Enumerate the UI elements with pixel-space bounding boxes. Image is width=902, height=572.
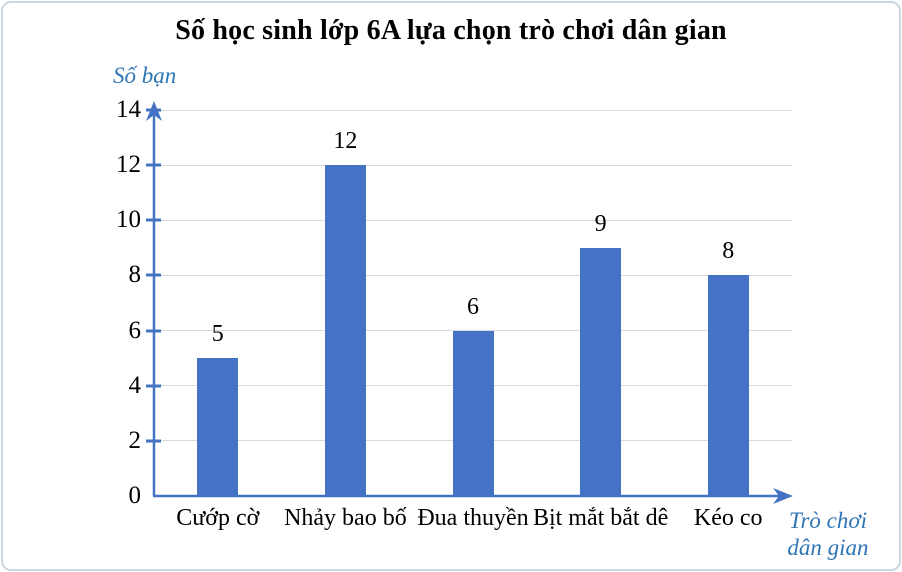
y-axis-title: Số bạn [113, 63, 177, 88]
gridline [154, 219, 792, 221]
x-axis-title: Trò chơi dân gian [787, 508, 869, 561]
bar [324, 165, 366, 495]
bar-value-label: 8 [722, 238, 735, 265]
gridline [154, 109, 792, 111]
y-axis-arrow-icon [146, 101, 162, 121]
bar [580, 247, 622, 495]
y-tick-label: 14 [116, 96, 141, 123]
axes-layer [146, 101, 793, 504]
y-tick-label: 10 [116, 206, 141, 234]
y-tick-label: 12 [116, 151, 141, 179]
bars-layer: 5 Cướp cờ 12 Nhảy bao bố 6 Đua thuyền 9 Bịt mắt… [3, 3, 899, 569]
category-label: Nhảy bao bố [284, 505, 407, 531]
category-label: Đua thuyền [417, 505, 529, 531]
bar [197, 358, 239, 495]
category-label: Bịt mắt bắt dê [532, 505, 669, 531]
y-tick-label: 6 [128, 316, 142, 344]
bar-value-label: 9 [594, 210, 607, 237]
category-label: Kéo co [693, 505, 763, 531]
category-label: Cướp cờ [176, 505, 260, 531]
bar [452, 330, 494, 495]
x-axis-arrow-icon [773, 488, 793, 504]
y-tick-label: 0 [128, 482, 142, 509]
gridline [154, 274, 792, 276]
y-tick-label: 4 [128, 371, 142, 399]
chart-title: Số học sinh lớp 6A lựa chọn trò chơi dân… [175, 15, 727, 46]
y-tick-label: 8 [128, 261, 142, 289]
bar-value-label: 12 [333, 128, 358, 155]
y-tick-label: 2 [128, 426, 142, 454]
bar-value-label: 6 [467, 293, 479, 320]
gridline [154, 164, 792, 166]
bar-value-label: 5 [211, 321, 224, 348]
bar [707, 275, 749, 495]
